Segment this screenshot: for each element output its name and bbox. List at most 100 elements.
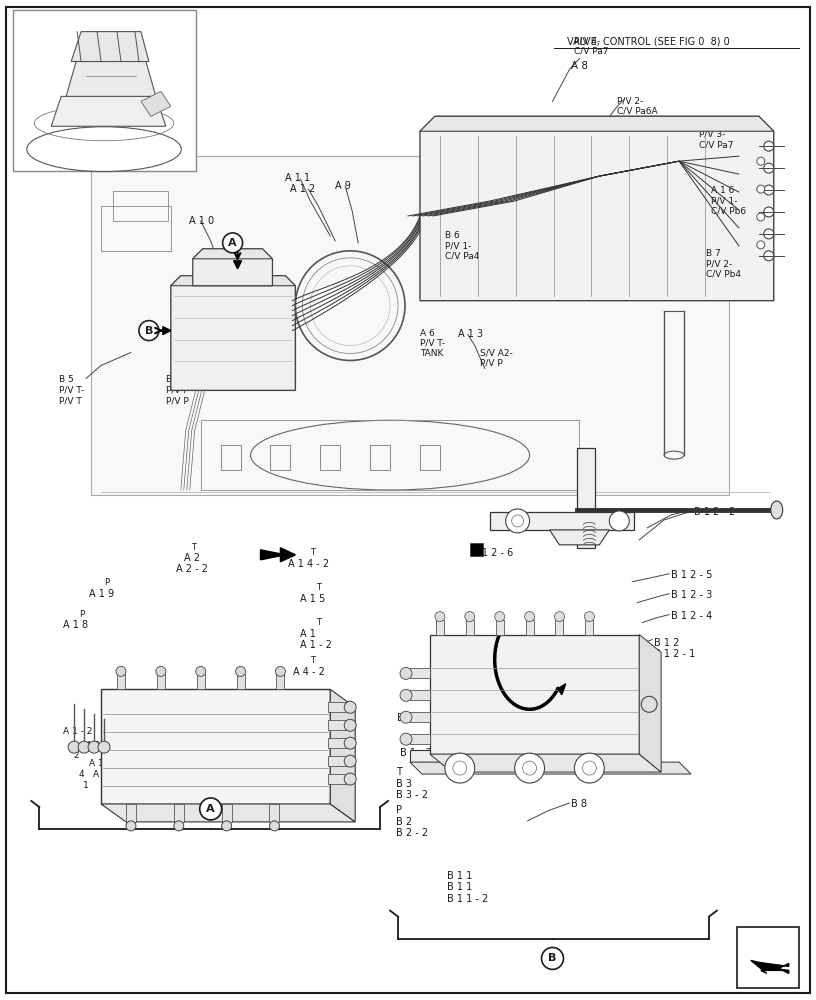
Circle shape xyxy=(269,821,279,831)
Polygon shape xyxy=(193,249,273,259)
Circle shape xyxy=(641,696,657,712)
Circle shape xyxy=(139,321,159,341)
Text: S/V A2-
P/V P: S/V A2- P/V P xyxy=(480,349,512,368)
Circle shape xyxy=(98,741,110,753)
Text: P/V 2-
C/V Pa6A: P/V 2- C/V Pa6A xyxy=(617,96,658,116)
Bar xyxy=(495,620,503,635)
Polygon shape xyxy=(751,960,786,973)
Text: A 8: A 8 xyxy=(571,61,588,71)
Bar xyxy=(101,689,330,804)
Text: B 1 1
B 1 1
B 1 1 - 2: B 1 1 B 1 1 B 1 1 - 2 xyxy=(447,871,488,904)
Polygon shape xyxy=(330,689,355,822)
Bar xyxy=(470,543,483,556)
Text: B 1 2 - 4: B 1 2 - 4 xyxy=(671,611,712,621)
Circle shape xyxy=(126,821,136,831)
Circle shape xyxy=(223,233,242,253)
Text: A 1 9: A 1 9 xyxy=(89,589,114,599)
Text: A 2 - 2: A 2 - 2 xyxy=(175,564,208,574)
Text: B 1 4: B 1 4 xyxy=(589,696,614,706)
Text: A 1 - 2: A 1 - 2 xyxy=(119,741,149,750)
Text: A 2: A 2 xyxy=(184,553,200,563)
Bar xyxy=(269,804,279,822)
Bar xyxy=(410,712,430,722)
Text: B 1 5: B 1 5 xyxy=(397,713,423,723)
Circle shape xyxy=(222,821,232,831)
Polygon shape xyxy=(639,635,661,772)
Circle shape xyxy=(156,666,166,676)
Polygon shape xyxy=(260,548,295,562)
FancyBboxPatch shape xyxy=(490,512,634,530)
Circle shape xyxy=(69,741,80,753)
Text: T
B 3
B 3 - 2: T B 3 B 3 - 2 xyxy=(396,767,428,800)
Polygon shape xyxy=(51,96,166,126)
Circle shape xyxy=(574,753,605,783)
Polygon shape xyxy=(66,61,156,96)
Bar xyxy=(328,774,346,784)
Circle shape xyxy=(756,241,765,249)
Text: A 1
A 1 - 2: A 1 A 1 - 2 xyxy=(300,629,332,650)
Bar xyxy=(556,620,564,635)
Circle shape xyxy=(764,163,774,173)
FancyBboxPatch shape xyxy=(91,156,729,495)
Bar xyxy=(157,674,165,689)
Bar xyxy=(220,445,241,470)
Circle shape xyxy=(116,666,126,676)
Text: T: T xyxy=(191,543,196,552)
Text: A 9: A 9 xyxy=(233,382,249,392)
Circle shape xyxy=(174,821,184,831)
Text: A 1 4 - 2: A 1 4 - 2 xyxy=(288,559,330,569)
Bar xyxy=(328,720,346,730)
Text: B 1 2 - 2: B 1 2 - 2 xyxy=(694,507,735,517)
Circle shape xyxy=(400,667,412,679)
Text: A 9: A 9 xyxy=(335,181,351,191)
Text: B 4
P/V P-
P/V P: B 4 P/V P- P/V P xyxy=(166,375,192,405)
Polygon shape xyxy=(163,327,171,335)
Polygon shape xyxy=(410,762,691,774)
Circle shape xyxy=(344,755,356,767)
Circle shape xyxy=(756,213,765,221)
Text: T: T xyxy=(310,548,315,557)
Text: A 1 - 2: A 1 - 2 xyxy=(93,770,122,779)
Text: B 1 3: B 1 3 xyxy=(579,719,605,729)
Circle shape xyxy=(494,612,504,622)
Bar xyxy=(126,804,136,822)
Text: 4: 4 xyxy=(78,770,84,779)
Circle shape xyxy=(344,701,356,713)
Text: VALVE, CONTROL (SEE FIG 0  8) 0: VALVE, CONTROL (SEE FIG 0 8) 0 xyxy=(567,37,730,47)
Polygon shape xyxy=(171,276,295,286)
Text: P: P xyxy=(104,578,109,587)
Circle shape xyxy=(344,773,356,785)
Circle shape xyxy=(584,612,594,622)
Bar xyxy=(328,756,346,766)
Circle shape xyxy=(276,666,286,676)
Circle shape xyxy=(445,753,475,783)
Polygon shape xyxy=(101,804,355,822)
FancyBboxPatch shape xyxy=(410,750,659,762)
Bar xyxy=(277,674,285,689)
Polygon shape xyxy=(420,116,774,301)
Text: A 1 0: A 1 0 xyxy=(188,216,214,226)
Text: T: T xyxy=(310,656,315,665)
Circle shape xyxy=(764,185,774,195)
Text: A 1: A 1 xyxy=(103,727,118,736)
Text: B 1 2 - 5: B 1 2 - 5 xyxy=(671,570,712,580)
Polygon shape xyxy=(71,32,149,61)
Circle shape xyxy=(555,612,565,622)
Polygon shape xyxy=(233,261,242,269)
Circle shape xyxy=(200,798,222,820)
Circle shape xyxy=(78,741,90,753)
Text: A 1: A 1 xyxy=(89,759,104,768)
Bar xyxy=(197,674,205,689)
FancyBboxPatch shape xyxy=(578,448,596,548)
Circle shape xyxy=(515,753,544,783)
Bar xyxy=(410,690,430,700)
Bar xyxy=(270,445,290,470)
Text: T: T xyxy=(317,618,322,627)
Bar xyxy=(410,734,430,744)
Bar xyxy=(222,804,232,822)
Circle shape xyxy=(196,666,206,676)
Circle shape xyxy=(756,185,765,193)
Text: P/V 4-
C/V Pa7: P/V 4- C/V Pa7 xyxy=(574,37,609,56)
Polygon shape xyxy=(549,530,610,545)
Polygon shape xyxy=(759,962,789,973)
